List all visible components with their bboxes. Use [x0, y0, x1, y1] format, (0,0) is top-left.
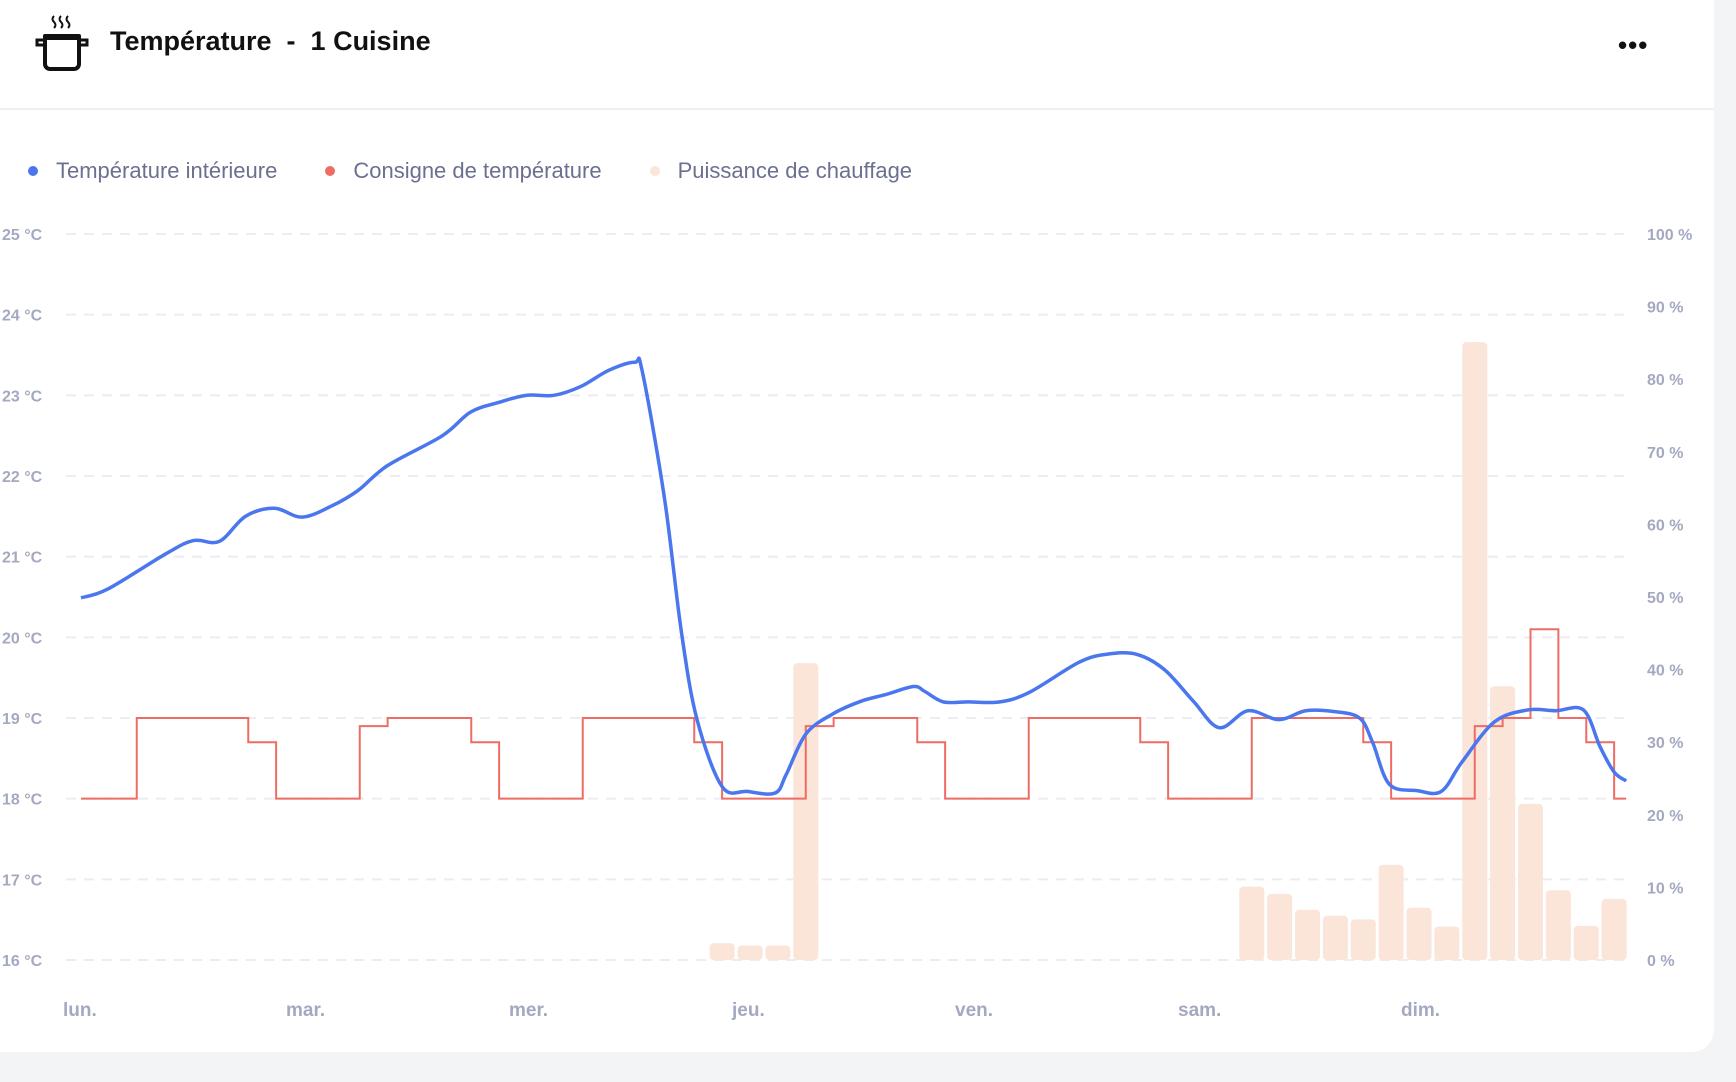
y-right-tick-label: 0 %: [1647, 953, 1675, 970]
y-right-tick-label: 60 %: [1647, 517, 1683, 534]
y-left-tick-label: 22 °C: [2, 469, 43, 486]
power-bar: [1462, 342, 1488, 960]
x-tick-label: dim.: [1401, 1000, 1440, 1021]
power-bar: [709, 943, 735, 960]
legend-item-heating-power[interactable]: Puissance de chauffage: [649, 158, 913, 184]
y-right-tick-label: 30 %: [1647, 735, 1683, 752]
legend-item-indoor-temperature[interactable]: Température intérieure: [28, 158, 277, 184]
power-bar: [1490, 686, 1516, 960]
power-bar: [1601, 899, 1627, 960]
power-bar: [1518, 803, 1543, 960]
chart-legend: Température intérieure Consigne de tempé…: [28, 158, 960, 184]
legend-item-setpoint[interactable]: Consigne de température: [325, 158, 602, 184]
legend-dot-icon: [325, 166, 336, 176]
x-tick-label: lun.: [63, 1000, 97, 1021]
legend-label: Consigne de température: [353, 158, 602, 183]
x-tick-label: ven.: [955, 1000, 993, 1021]
y-left-tick-label: 19 °C: [2, 711, 43, 728]
y-left-tick-label: 16 °C: [2, 953, 43, 970]
y-right-tick-label: 80 %: [1647, 372, 1683, 389]
power-bar: [1239, 886, 1265, 960]
y-right-tick-label: 70 %: [1647, 445, 1683, 462]
y-right-tick-label: 20 %: [1647, 808, 1683, 825]
x-tick-label: sam.: [1178, 1000, 1221, 1021]
y-left-tick-label: 20 °C: [2, 630, 43, 647]
y-left-tick-label: 25 °C: [2, 227, 43, 244]
y-right-tick-label: 90 %: [1647, 300, 1683, 317]
y-right-tick-label: 50 %: [1647, 590, 1683, 607]
legend-label: Puissance de chauffage: [677, 158, 913, 183]
power-bar: [1545, 890, 1571, 960]
legend-label: Température intérieure: [56, 158, 278, 183]
power-bar: [1573, 925, 1599, 960]
power-bar: [1350, 919, 1376, 960]
card-header: Température - 1 Cuisine •••: [0, 0, 1714, 110]
power-bar: [1378, 864, 1404, 960]
power-bar: [793, 663, 819, 960]
cooking-pot-icon: [35, 15, 89, 71]
legend-dot-icon: [649, 166, 660, 176]
x-tick-label: mer.: [509, 1000, 548, 1021]
y-right-tick-label: 40 %: [1647, 663, 1683, 680]
power-bar: [737, 945, 763, 960]
power-bar: [765, 945, 791, 960]
y-left-tick-label: 24 °C: [2, 308, 43, 325]
power-bar: [1295, 909, 1320, 960]
power-bar: [1406, 907, 1432, 960]
more-options-button[interactable]: •••: [1618, 30, 1649, 60]
y-right-tick-label: 10 %: [1647, 880, 1683, 897]
y-left-tick-label: 18 °C: [2, 792, 43, 809]
power-bar: [1322, 915, 1348, 960]
y-right-tick-label: 100 %: [1647, 227, 1692, 244]
setpoint-step-line: [81, 628, 1627, 800]
y-left-tick-label: 17 °C: [2, 872, 43, 889]
power-bar: [1267, 893, 1293, 960]
power-bar: [1434, 926, 1460, 960]
indoor-temperature-line: [80, 356, 1628, 796]
x-tick-label: mar.: [286, 1000, 325, 1021]
card-title: Température - 1 Cuisine: [110, 26, 431, 56]
y-left-tick-label: 23 °C: [2, 388, 43, 405]
x-tick-label: jeu.: [731, 1000, 765, 1021]
y-left-tick-label: 21 °C: [2, 550, 43, 567]
legend-dot-icon: [28, 166, 38, 176]
chart-card: Température - 1 Cuisine ••• Température …: [0, 0, 1714, 1052]
